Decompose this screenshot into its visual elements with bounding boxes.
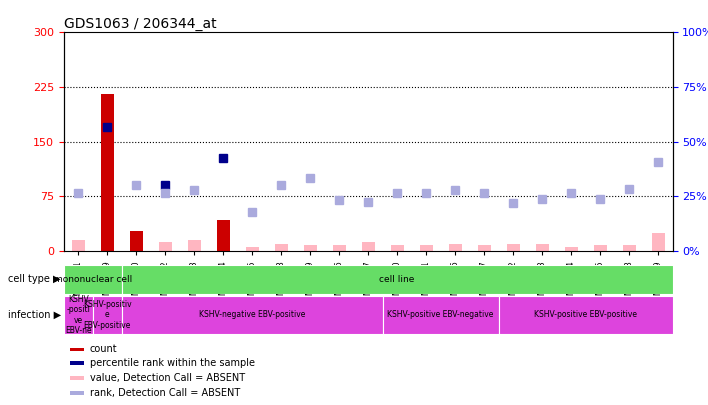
Bar [391, 245, 404, 251]
Text: cell type ▶: cell type ▶ [8, 275, 61, 284]
Bar [64, 265, 122, 294]
Bar [382, 296, 498, 334]
Text: KSHV-negative EBV-positive: KSHV-negative EBV-positive [199, 310, 305, 320]
Bar [362, 242, 375, 251]
Bar [101, 94, 114, 251]
Bar [507, 244, 520, 251]
Text: KSHV-positiv
e
EBV-positive: KSHV-positiv e EBV-positive [83, 300, 132, 330]
Bar [70, 391, 84, 394]
Bar [93, 296, 122, 334]
Text: infection ▶: infection ▶ [8, 310, 61, 320]
Bar [564, 247, 578, 251]
Text: rank, Detection Call = ABSENT: rank, Detection Call = ABSENT [90, 388, 240, 398]
Bar [333, 245, 346, 251]
Bar [593, 245, 607, 251]
Text: percentile rank within the sample: percentile rank within the sample [90, 358, 255, 368]
Bar [188, 240, 200, 251]
Bar [498, 296, 673, 334]
Bar [72, 240, 85, 251]
Text: KSHV-positive EBV-positive: KSHV-positive EBV-positive [534, 310, 637, 320]
Text: GDS1063 / 206344_at: GDS1063 / 206344_at [64, 17, 217, 31]
Bar [122, 296, 382, 334]
Bar [478, 245, 491, 251]
Text: cell line: cell line [379, 275, 415, 284]
Bar [70, 361, 84, 365]
Bar [449, 244, 462, 251]
Bar [70, 347, 84, 352]
Bar [64, 296, 93, 334]
Bar [130, 231, 143, 251]
Bar [622, 245, 636, 251]
Bar [70, 376, 84, 379]
Text: KSHV
-positi
ve
EBV-ne: KSHV -positi ve EBV-ne [65, 295, 91, 335]
Bar [304, 245, 316, 251]
Bar [651, 233, 665, 251]
Text: value, Detection Call = ABSENT: value, Detection Call = ABSENT [90, 373, 245, 383]
Text: mononuclear cell: mononuclear cell [54, 275, 132, 284]
Text: count: count [90, 345, 118, 354]
Bar [217, 220, 229, 251]
Bar [535, 244, 549, 251]
Bar [275, 244, 287, 251]
Text: KSHV-positive EBV-negative: KSHV-positive EBV-negative [387, 310, 494, 320]
Bar [420, 245, 433, 251]
Bar [159, 242, 172, 251]
Bar [246, 247, 258, 251]
